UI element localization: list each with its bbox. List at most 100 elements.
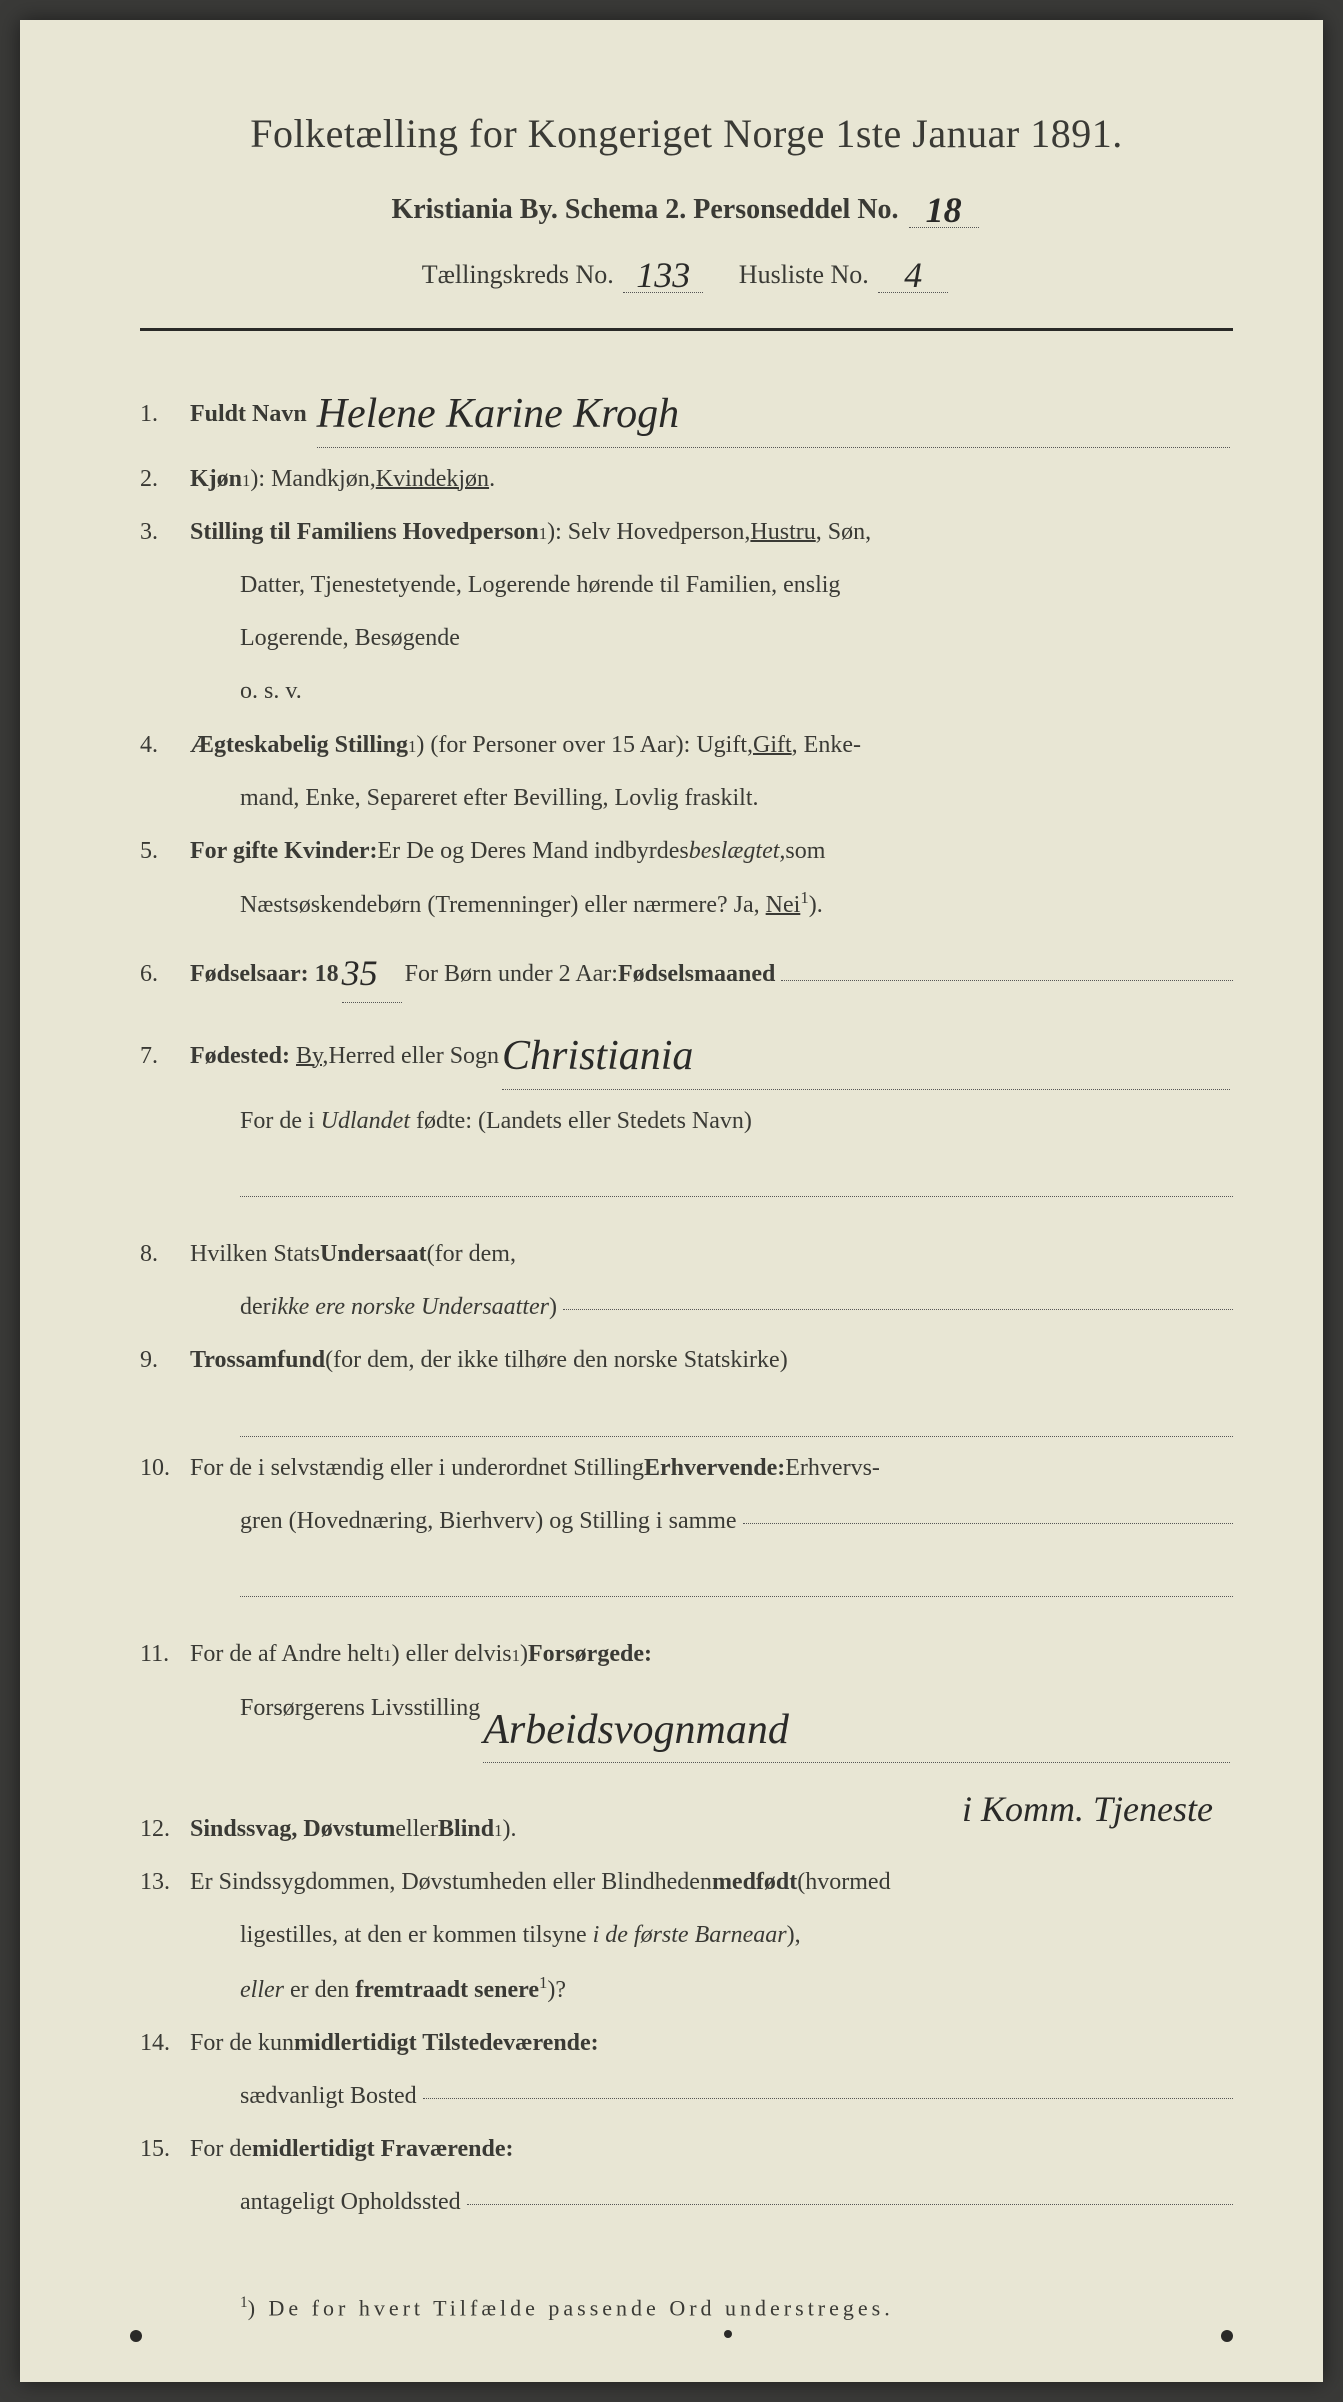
subtitle1-text: Kristiania By. Schema 2. Personseddel No… <box>391 194 898 225</box>
field-13-cont2-label: fremtraadt senere <box>355 1977 539 2003</box>
field-9-label: Trossamfund <box>190 1339 325 1382</box>
footnote-text: ) De for hvert Tilfælde passende Ord und… <box>248 2296 894 2321</box>
field-13-cont2-italic: eller <box>240 1977 284 2003</box>
field-5-text1: Er De og Deres Mand indbyrdes <box>378 830 689 873</box>
field-7-text1: Herred eller Sogn <box>328 1035 499 1078</box>
field-7-label: Fødested: <box>190 1035 290 1078</box>
field-3-cont3: o. s. v. <box>140 670 1233 713</box>
field-13-cont2a: er den <box>284 1977 355 2003</box>
field-1: 1. Fuldt Navn Helene Karine Krogh <box>140 371 1233 448</box>
field-10-cont1-text: gren (Hovednæring, Bierhverv) og Stillin… <box>240 1500 737 1543</box>
field-6-label: Fødselsaar: 18 <box>190 953 339 996</box>
field-15-cont1: antageligt Opholdssted <box>140 2181 1233 2224</box>
field-4-label: Ægteskabelig Stilling <box>190 724 408 767</box>
field-13-text1: Er Sindssygdommen, Døvstumheden eller Bl… <box>190 1861 712 1904</box>
field-7-dotline <box>140 1153 1233 1197</box>
field-1-label: Fuldt Navn <box>190 393 307 436</box>
taellingskreds-label: Tællingskreds No. <box>422 260 614 289</box>
field-10-cont1: gren (Hovednæring, Bierhverv) og Stillin… <box>140 1500 1233 1543</box>
field-10-dotline <box>140 1553 1233 1597</box>
field-9-num: 9. <box>140 1339 190 1382</box>
field-11-livsstilling: Arbeidsvognmand <box>483 1707 789 1753</box>
field-1-num: 1. <box>140 393 190 436</box>
field-14-cont1: sædvanligt Bosted <box>140 2075 1233 2118</box>
subtitle-line2: Tællingskreds No. 133 Husliste No. 4 <box>140 250 1233 293</box>
field-12-num: 12. <box>140 1808 190 1851</box>
field-13-cont1-italic: i de første Barneaar <box>593 1922 787 1948</box>
field-5-text2: som <box>785 830 825 873</box>
field-1-value: Helene Karine Krogh <box>317 391 679 437</box>
field-11-cont1: Forsørgerens Livsstilling Arbeidsvognman… <box>140 1687 1233 1764</box>
field-11-text2: ) eller delvis <box>392 1633 512 1676</box>
field-12-text1: eller <box>395 1808 438 1851</box>
personseddel-no: 18 <box>926 190 962 230</box>
field-15-dotfill <box>467 2181 1233 2205</box>
field-6-dotfill <box>781 957 1233 981</box>
field-2-label: Kjøn <box>190 458 242 501</box>
field-2: 2. Kjøn1): Mandkjøn, Kvindekjøn. <box>140 458 1233 501</box>
field-4: 4. Ægteskabelig Stilling1) (for Personer… <box>140 724 1233 767</box>
field-7: 7. Fødested: By, Herred eller Sogn Chris… <box>140 1013 1233 1090</box>
field-8-text2: (for dem, <box>427 1233 516 1276</box>
dot-right-icon <box>1221 2330 1233 2342</box>
main-title: Folketælling for Kongeriget Norge 1ste J… <box>140 110 1233 157</box>
subtitle-line1: Kristiania By. Schema 2. Personseddel No… <box>140 185 1233 228</box>
field-2-text: ): Mandkjøn, <box>250 458 375 501</box>
field-15-num: 15. <box>140 2128 190 2171</box>
field-2-underlined: Kvindekjøn <box>376 458 489 501</box>
document-page: Folketælling for Kongeriget Norge 1ste J… <box>20 20 1323 2382</box>
field-5-cont1a: Næstsøskendebørn (Tremenninger) eller næ… <box>240 892 766 918</box>
field-4-text1: ) (for Personer over 15 Aar): Ugift, <box>416 724 753 767</box>
field-9-text1: (for dem, der ikke tilhøre den norske St… <box>325 1339 788 1382</box>
field-7-underlined: By, <box>296 1035 328 1078</box>
field-8-cont1-italic: ikke ere norske Undersaatter <box>271 1286 549 1329</box>
field-10-num: 10. <box>140 1447 190 1490</box>
field-8: 8. Hvilken Stats Undersaat (for dem, <box>140 1233 1233 1276</box>
field-12-text2: ). <box>502 1808 516 1851</box>
footnote-sup: 1 <box>240 2294 248 2311</box>
field-10: 10. For de i selvstændig eller i underor… <box>140 1447 1233 1490</box>
field-11-sup2: 1 <box>512 1641 520 1671</box>
field-3-sup: 1 <box>539 519 547 549</box>
field-13-text2: (hvormed <box>797 1861 890 1904</box>
field-13-cont1: ligestilles, at den er kommen tilsyne i … <box>140 1914 1233 1957</box>
field-5-num: 5. <box>140 830 190 873</box>
field-6-num: 6. <box>140 953 190 996</box>
field-13-label: medfødt <box>712 1861 797 1904</box>
field-14: 14. For de kun midlertidigt Tilstedevære… <box>140 2022 1233 2065</box>
field-6: 6. Fødselsaar: 18 35 For Børn under 2 Aa… <box>140 937 1233 1003</box>
field-8-num: 8. <box>140 1233 190 1276</box>
field-14-label: midlertidigt Tilstedeværende: <box>294 2022 599 2065</box>
field-7-birthplace: Christiania <box>502 1033 693 1079</box>
field-13: 13. Er Sindssygdommen, Døvstumheden elle… <box>140 1861 1233 1904</box>
field-5: 5. For gifte Kvinder: Er De og Deres Man… <box>140 830 1233 873</box>
field-11: 11. For de af Andre helt1) eller delvis1… <box>140 1633 1233 1676</box>
field-10-text1: For de i selvstændig eller i underordnet… <box>190 1447 644 1490</box>
field-8-text1: Hvilken Stats <box>190 1233 320 1276</box>
field-5-cont1-tail: ). <box>809 892 823 918</box>
field-15-label: midlertidigt Fraværende: <box>252 2128 514 2171</box>
field-6-text1: For Børn under 2 Aar: <box>405 953 618 996</box>
field-10-dotfill1 <box>743 1500 1233 1524</box>
field-6-label2: Fødselsmaaned <box>618 953 775 996</box>
field-7-cont1a: For de i <box>240 1108 321 1134</box>
field-8-cont1a: der <box>240 1286 271 1329</box>
field-15-text1: For de <box>190 2128 252 2171</box>
field-9-dotline <box>140 1393 1233 1437</box>
dot-mid-icon <box>724 2330 732 2338</box>
field-13-cont1b: ), <box>787 1922 801 1948</box>
field-10-text2: Erhvervs- <box>785 1447 880 1490</box>
field-11-text3: ) <box>520 1633 528 1676</box>
husliste-no: 4 <box>904 255 922 295</box>
field-5-italic1: beslægtet, <box>689 830 786 873</box>
field-10-label: Erhvervende: <box>644 1447 785 1490</box>
field-8-cont1b: ) <box>549 1286 557 1329</box>
field-5-cont1-sup: 1 <box>800 888 808 907</box>
field-13-cont1a: ligestilles, at den er kommen tilsyne <box>240 1922 593 1948</box>
field-11-sup1: 1 <box>383 1641 391 1671</box>
field-5-label: For gifte Kvinder: <box>190 830 378 873</box>
field-7-cont1: For de i Udlandet fødte: (Landets eller … <box>140 1100 1233 1143</box>
field-12-label2: Blind <box>438 1808 494 1851</box>
field-14-text1: For de kun <box>190 2022 294 2065</box>
field-11-cont1a: Forsørgerens Livsstilling <box>240 1687 480 1764</box>
